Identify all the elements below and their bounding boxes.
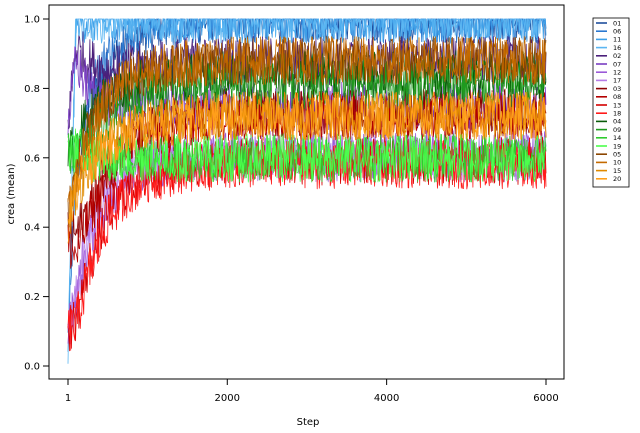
legend-label-18: 18 (613, 110, 621, 118)
legend-label-13: 13 (613, 101, 621, 109)
y-tick-label: 0.2 (24, 292, 40, 303)
x-tick-label: 1 (65, 393, 71, 404)
legend-label-06: 06 (613, 28, 621, 36)
y-tick-label: 0.8 (24, 84, 40, 95)
legend-label-02: 02 (613, 52, 621, 60)
legend-label-14: 14 (613, 134, 621, 142)
legend-label-03: 03 (613, 85, 621, 93)
x-axis: 1 2000 4000 6000 (65, 378, 559, 404)
legend-label-16: 16 (613, 44, 621, 52)
legend-label-12: 12 (613, 69, 621, 77)
legend-label-04: 04 (613, 118, 621, 126)
x-axis-title: Step (297, 417, 320, 428)
legend-label-08: 08 (613, 93, 621, 101)
series-line-09 (67, 60, 547, 177)
series-line-10 (67, 36, 547, 221)
legend-label-11: 11 (613, 36, 621, 44)
legend-label-17: 17 (613, 77, 621, 85)
y-axis-title: crea (mean) (6, 163, 17, 224)
legend-box (592, 17, 630, 188)
legend-label-20: 20 (613, 175, 621, 183)
y-tick-label: 0.6 (24, 153, 40, 164)
legend-label-01: 01 (613, 19, 621, 27)
y-tick-label: 0.0 (24, 362, 40, 373)
series-layer (67, 18, 547, 364)
x-tick-label: 6000 (533, 393, 558, 404)
series-line-16 (67, 18, 546, 364)
series-line-19 (67, 128, 547, 183)
legend-label-09: 09 (613, 126, 621, 134)
legend-label-10: 10 (613, 159, 621, 167)
legend-label-19: 19 (613, 142, 621, 150)
y-tick-label: 0.4 (24, 223, 40, 234)
y-axis: 0.0 0.2 0.4 0.6 0.8 1.0 (24, 15, 50, 373)
legend-label-05: 05 (613, 151, 621, 159)
x-tick-label: 2000 (215, 393, 240, 404)
series-line-18 (67, 140, 547, 351)
x-tick-label: 4000 (374, 393, 399, 404)
legend-label-07: 07 (613, 60, 621, 68)
legend-label-15: 15 (613, 167, 621, 175)
series-line-20 (67, 91, 547, 244)
y-tick-label: 1.0 (24, 15, 40, 26)
